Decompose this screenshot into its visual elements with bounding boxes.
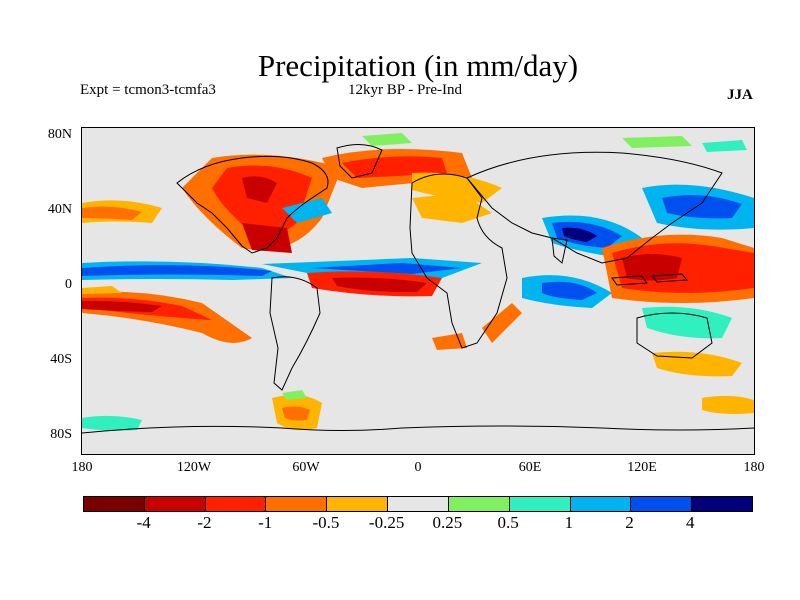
colorbar-segment (448, 497, 510, 511)
x-tick-label: 120E (627, 460, 657, 475)
colorbar-tick-label: -1 (258, 513, 273, 532)
y-tick-label: 0 (65, 277, 72, 292)
colorbar-segment (327, 497, 389, 511)
colorbar-tick-label: -2 (197, 513, 212, 532)
map-panel (81, 127, 755, 455)
colorbar-tick-label: 2 (625, 513, 634, 532)
coastlines (82, 144, 754, 434)
y-tick-label: 80N (47, 127, 72, 142)
experiment-label: Expt = tcmon3-tcmfa3 (80, 82, 216, 98)
colorbar-segment (266, 497, 328, 511)
season-label: JJA (727, 87, 753, 103)
colorbar-tick-label: 0.5 (497, 513, 519, 532)
period-difference-label: 12kyr BP - Pre-Ind (348, 82, 463, 98)
x-tick-label: 180 (743, 460, 765, 475)
colorbar-segment (144, 497, 206, 511)
x-tick-label: 180 (71, 460, 93, 475)
colorbar (83, 496, 753, 512)
colorbar-segment (84, 497, 145, 511)
x-tick-label: 60W (292, 460, 320, 475)
x-tick-label: 60E (518, 460, 542, 475)
colorbar-segment (205, 497, 267, 511)
colorbar-segment (570, 497, 632, 511)
precipitation-anomaly-map (82, 133, 754, 434)
x-tick-label: 120W (176, 460, 212, 475)
colorbar-tick-label: -0.25 (368, 513, 405, 532)
y-tick-label: 80S (50, 427, 72, 442)
colorbar-segment (692, 497, 752, 511)
y-tick-label: 40N (47, 202, 72, 217)
anomaly-field (82, 133, 754, 431)
colorbar-segment (388, 497, 449, 511)
y-tick-label: 40S (50, 352, 72, 367)
colorbar-tick-label: 0.25 (432, 513, 463, 532)
map-title: Precipitation (in mm/day) (257, 48, 579, 83)
colorbar-tick-label: -0.5 (312, 513, 340, 532)
colorbar-tick-label: 1 (564, 513, 574, 532)
colorbar-segment (509, 497, 571, 511)
colorbar-tick-label: -4 (136, 513, 151, 532)
colorbar-tick-label: 4 (686, 513, 695, 532)
colorbar-segment (631, 497, 693, 511)
x-tick-label: 0 (414, 460, 422, 475)
